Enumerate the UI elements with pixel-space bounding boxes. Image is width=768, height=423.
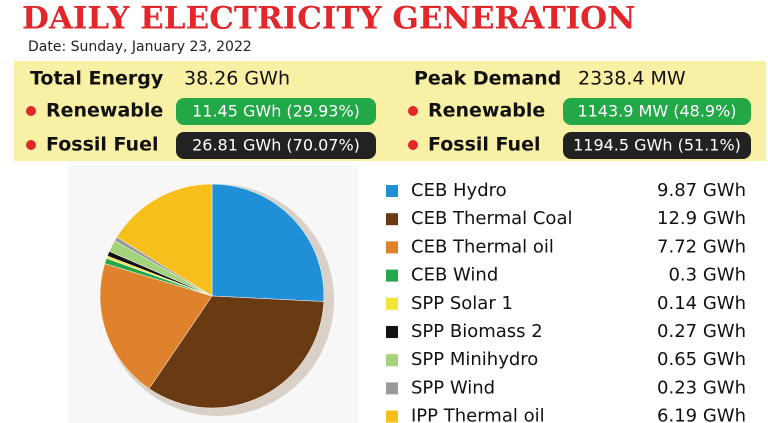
legend-swatch: [386, 354, 398, 367]
pie-slice: [116, 183, 213, 297]
value-label: 0.23 GWh: [657, 377, 746, 398]
fossil-label: Fossil Fuel: [428, 134, 540, 156]
peak-label: Peak Demand: [414, 68, 561, 90]
legend-swatch: [386, 269, 398, 282]
value-label: 6.19 GWh: [657, 406, 746, 423]
fossil-label: Fossil Fuel: [46, 134, 158, 156]
total-value: 38.26 GWh: [184, 68, 290, 90]
date: Date: Sunday, January 23, 2022: [28, 39, 252, 55]
bullet: [26, 140, 36, 150]
pill: [563, 132, 751, 159]
value-label: 7.72 GWh: [657, 236, 746, 257]
value-label: 9.87 GWh: [657, 180, 746, 201]
legend-swatch: [386, 213, 398, 226]
pill: [176, 132, 376, 159]
value-label: 12.9 GWh: [657, 208, 746, 229]
legend-swatch: [386, 297, 398, 310]
fossil-value: 26.81 GWh (70.07%): [192, 136, 360, 155]
renewable-label: Renewable: [46, 100, 163, 122]
legend-label: SPP Minihydro: [411, 349, 538, 370]
value-label: 0.3 GWh: [668, 265, 746, 286]
legend-label: CEB Thermal oil: [411, 236, 554, 257]
peak-value: 2338.4 MW: [578, 68, 686, 90]
legend-swatch: [386, 185, 398, 197]
legend-label: CEB Wind: [411, 265, 498, 286]
legend-label: CEB Thermal Coal: [411, 208, 572, 229]
pie-slice: [211, 183, 325, 302]
total-label: Total Energy: [30, 68, 164, 90]
pie-slice: [99, 263, 213, 389]
legend-label: SPP Solar 1: [411, 293, 513, 314]
legend-swatch: [386, 410, 398, 423]
renewable-label: Renewable: [428, 100, 545, 122]
value-label: 0.27 GWh: [657, 321, 746, 342]
renewable-value: 11.45 GWh (29.93%): [192, 102, 360, 121]
legend-label: CEB Hydro: [411, 180, 507, 201]
pie-slice: [148, 295, 325, 409]
bullet: [408, 140, 418, 150]
pill: [563, 98, 751, 125]
legend-label: IPP Thermal oil: [411, 406, 545, 423]
legend-swatch: [386, 326, 398, 338]
legend-swatch: [386, 382, 398, 395]
title: DAILY ELECTRICITY GENERATION: [22, 1, 636, 37]
bullet: [26, 106, 36, 116]
legend-label: SPP Biomass 2: [411, 321, 543, 342]
pill: [176, 98, 376, 125]
value-label: 0.65 GWh: [657, 349, 746, 370]
legend-swatch: [386, 241, 398, 254]
bullet: [408, 106, 418, 116]
fossil-value: 1194.5 GWh (51.1%): [573, 136, 741, 155]
value-label: 0.14 GWh: [657, 293, 746, 314]
legend-label: SPP Wind: [411, 377, 495, 398]
renewable-value: 1143.9 MW (48.9%): [577, 102, 736, 121]
